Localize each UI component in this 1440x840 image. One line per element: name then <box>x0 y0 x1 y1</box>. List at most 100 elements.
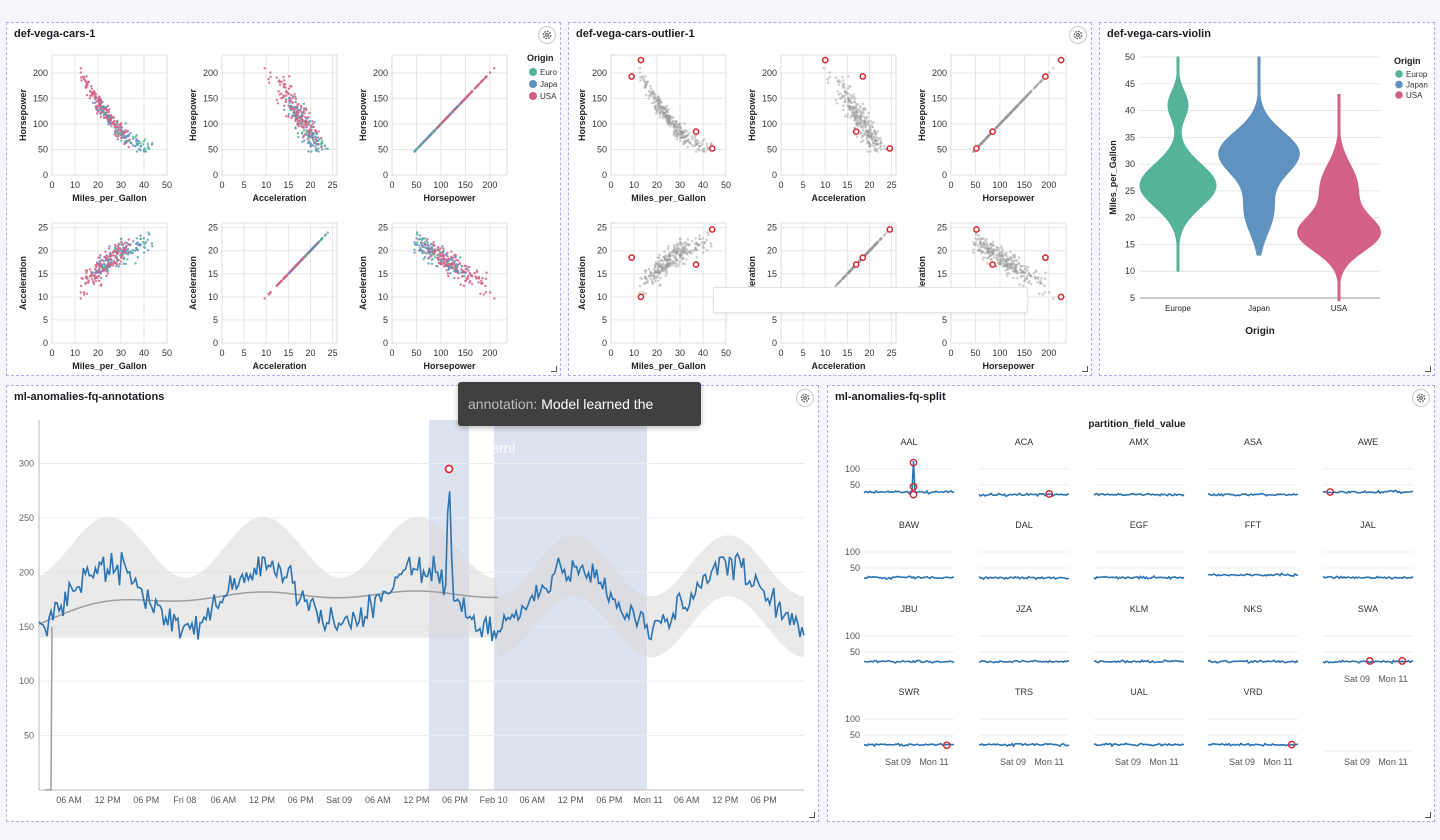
data-point <box>866 251 869 254</box>
data-point <box>444 117 447 121</box>
data-point <box>664 114 667 118</box>
data-point <box>441 245 444 248</box>
plot-frame <box>950 54 1067 176</box>
resize-handle[interactable] <box>551 366 557 372</box>
outlier-point <box>973 226 980 233</box>
data-point <box>848 269 852 273</box>
data-point <box>291 101 294 105</box>
data-point <box>310 135 313 138</box>
data-point <box>705 145 709 148</box>
data-point <box>874 149 877 153</box>
data-point <box>866 115 869 119</box>
data-point <box>123 256 126 259</box>
data-point <box>852 113 856 117</box>
data-point <box>869 248 872 251</box>
data-point <box>870 247 873 250</box>
data-point <box>146 142 150 146</box>
data-point <box>981 250 985 254</box>
data-point <box>979 241 982 245</box>
data-point <box>663 256 666 259</box>
data-point <box>684 249 688 252</box>
data-point <box>1033 277 1037 280</box>
y-tick-label: 0 <box>772 338 777 348</box>
data-point <box>422 258 425 261</box>
data-point <box>1020 100 1023 103</box>
data-point <box>433 129 437 132</box>
data-point <box>1011 269 1015 273</box>
gear-icon[interactable] <box>1412 389 1430 407</box>
resize-handle[interactable] <box>1425 812 1431 818</box>
data-point <box>656 262 660 266</box>
data-point <box>981 140 985 144</box>
data-point <box>269 71 272 74</box>
data-point <box>447 268 450 271</box>
scatter-cell: 05101520250510152025AccelerationAccelera… <box>747 222 897 371</box>
data-point <box>90 277 94 280</box>
data-point <box>668 118 671 121</box>
data-point <box>652 268 656 271</box>
data-point <box>1005 115 1009 118</box>
data-point <box>1024 95 1028 98</box>
resize-handle[interactable] <box>809 812 815 818</box>
data-point <box>658 271 661 275</box>
y-tick-label: 100 <box>373 119 388 129</box>
data-point <box>124 122 127 125</box>
data-point <box>116 122 119 125</box>
data-point <box>664 268 668 271</box>
gear-icon[interactable] <box>1069 26 1087 44</box>
data-point <box>864 129 868 133</box>
data-point <box>653 94 656 98</box>
data-point <box>1005 115 1008 119</box>
data-point <box>868 124 872 128</box>
data-point <box>1009 250 1012 254</box>
data-point <box>1014 268 1018 272</box>
data-point <box>870 138 874 141</box>
data-point <box>455 259 458 262</box>
data-point <box>668 119 672 122</box>
data-point <box>1026 281 1030 284</box>
data-point <box>989 243 993 246</box>
data-point <box>876 143 879 146</box>
data-point <box>685 133 689 137</box>
data-point <box>474 275 477 278</box>
data-point <box>294 119 297 123</box>
x-tick-label: 20 <box>93 180 103 190</box>
data-point <box>313 129 317 132</box>
resize-handle[interactable] <box>1425 366 1431 372</box>
y-tick-label: 150 <box>932 93 947 103</box>
data-point <box>693 139 697 143</box>
data-point <box>112 116 116 119</box>
gear-icon[interactable] <box>796 389 814 407</box>
data-point <box>669 121 673 125</box>
data-point <box>1038 292 1041 296</box>
data-point <box>477 277 481 280</box>
data-point <box>84 275 88 278</box>
resize-handle[interactable] <box>1082 366 1088 372</box>
data-point <box>452 269 456 273</box>
data-point <box>870 246 874 250</box>
data-point <box>867 111 870 115</box>
data-point <box>278 83 282 86</box>
data-point <box>688 141 691 144</box>
data-point <box>855 121 859 124</box>
data-point <box>1011 253 1015 257</box>
data-point <box>666 116 670 120</box>
gear-icon[interactable] <box>538 26 556 44</box>
data-point <box>875 241 879 244</box>
data-point <box>872 244 876 248</box>
data-point <box>677 253 681 257</box>
data-point <box>846 271 850 275</box>
data-point <box>456 269 460 273</box>
data-point <box>861 107 865 111</box>
data-point <box>976 244 980 247</box>
data-point <box>127 250 131 254</box>
data-point <box>678 136 682 140</box>
data-point <box>323 144 327 148</box>
data-point <box>135 137 138 141</box>
x-tick-label: Europe <box>1165 304 1191 313</box>
data-point <box>849 106 853 110</box>
data-point <box>682 256 685 260</box>
data-point <box>1005 254 1008 258</box>
data-point <box>648 84 652 88</box>
data-point <box>662 107 665 110</box>
